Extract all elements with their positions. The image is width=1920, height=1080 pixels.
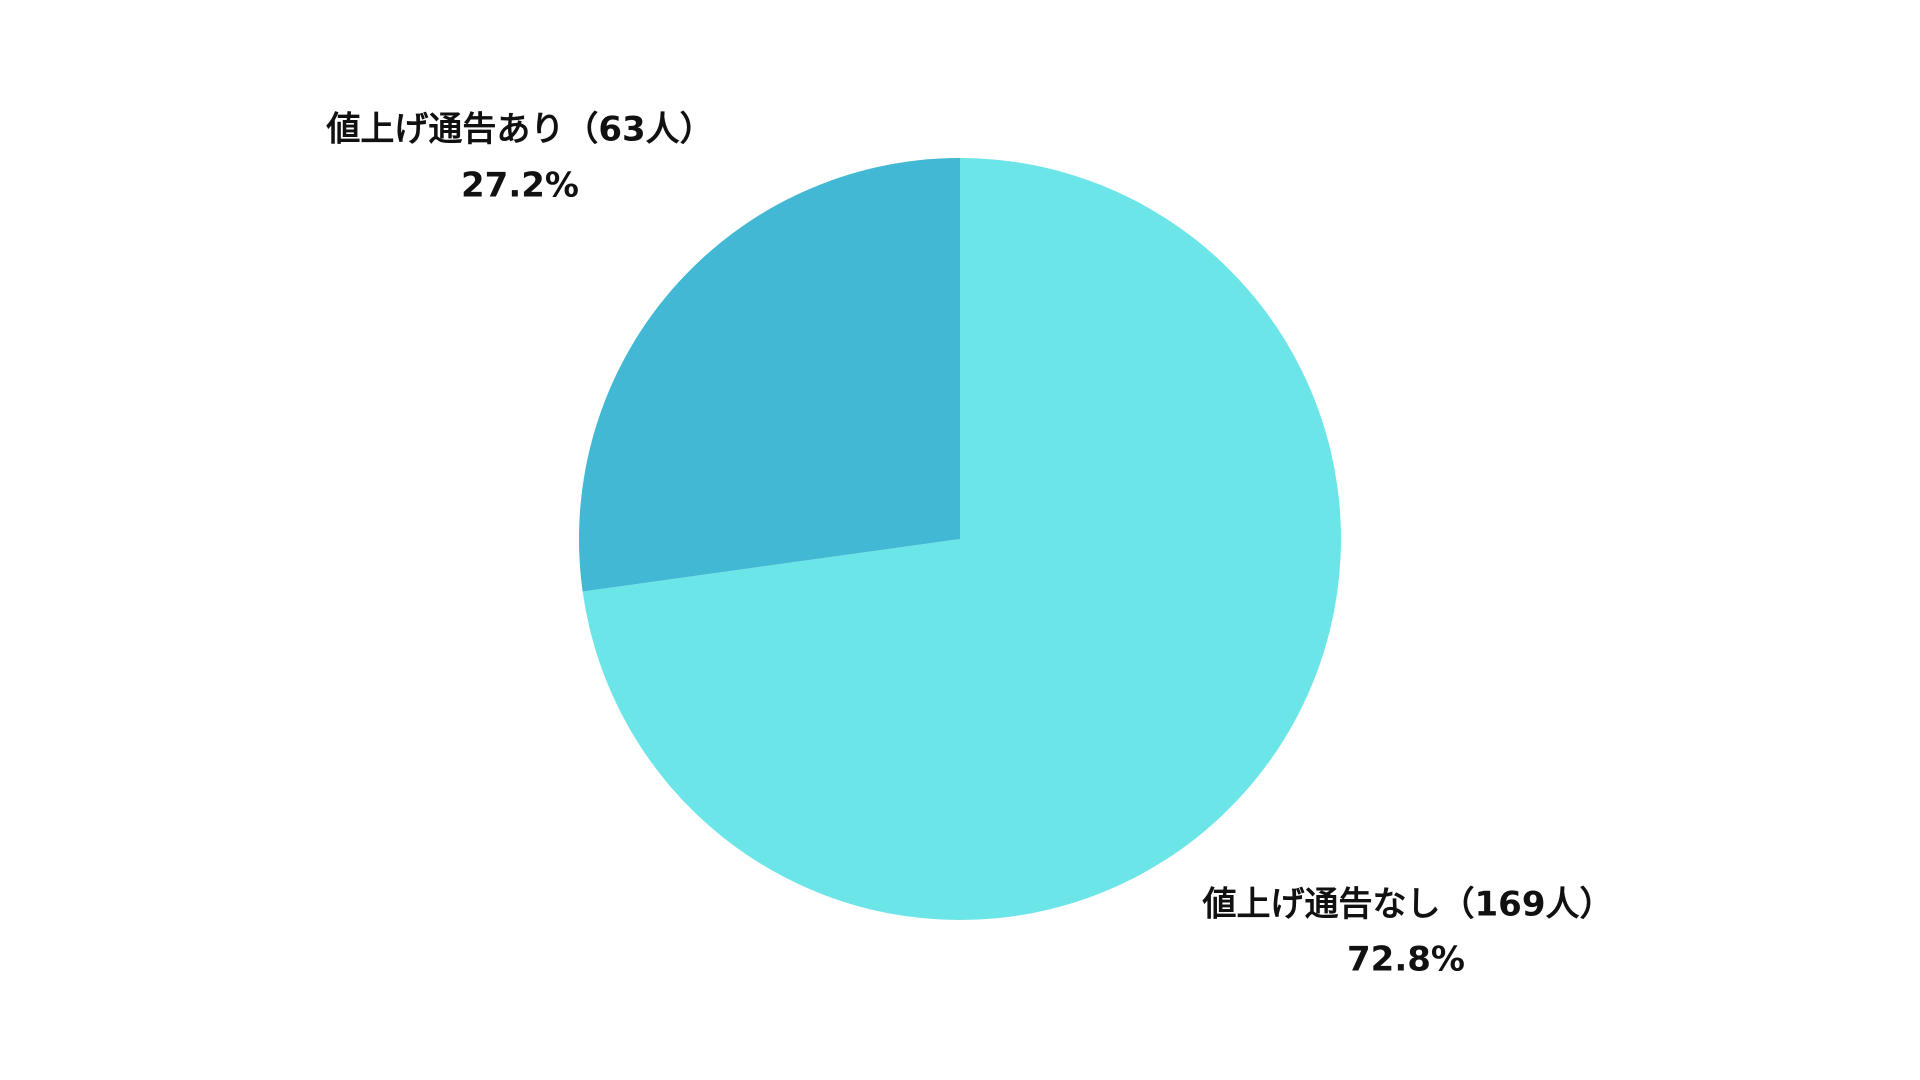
slice-label: 値上げ通告あり（63人） [325,110,713,150]
slice-label: 値上げ通告なし（169人） [1202,885,1614,925]
pie-slice [579,158,960,592]
value-label: 72.8% [1347,940,1465,980]
value-label: 27.2% [461,166,579,206]
pie-slice [582,158,1342,920]
